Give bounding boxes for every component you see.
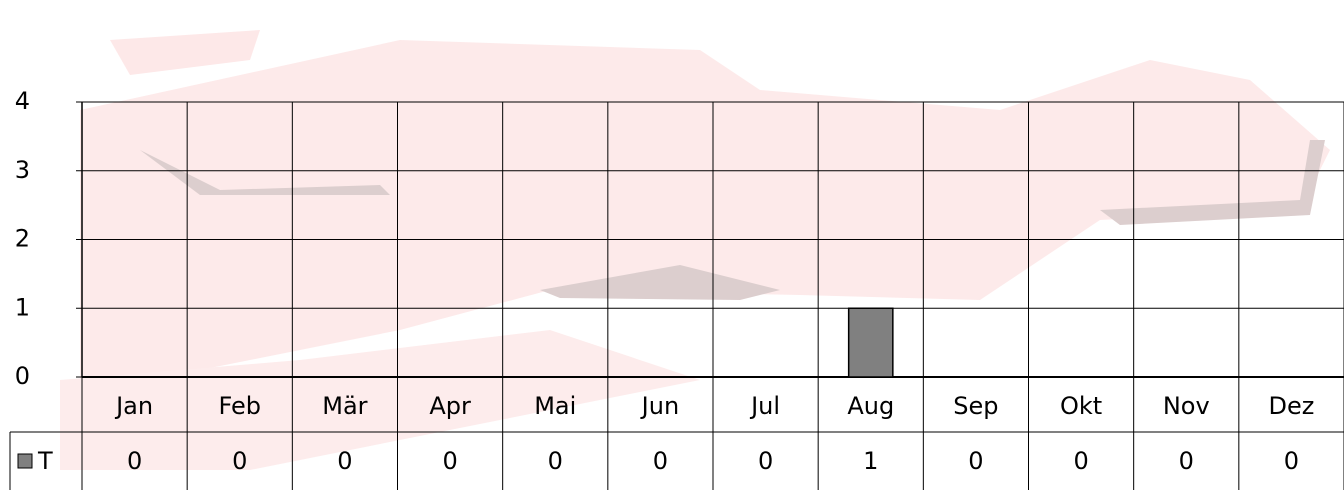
table-value: 0 xyxy=(232,447,247,475)
bar xyxy=(847,307,894,378)
y-tick-label: 0 xyxy=(15,362,30,390)
table-value: 1 xyxy=(863,447,878,475)
x-tick-label: Sep xyxy=(953,392,998,420)
y-tick-label: 4 xyxy=(15,87,30,115)
background-map xyxy=(60,30,1330,470)
legend-swatch xyxy=(17,453,33,469)
table-value: 0 xyxy=(1179,447,1194,475)
x-tick-label: Jan xyxy=(114,392,153,420)
y-tick-label: 2 xyxy=(15,225,30,253)
table-value: 0 xyxy=(1284,447,1299,475)
x-tick-label: Jul xyxy=(749,392,780,420)
table-value: 0 xyxy=(758,447,773,475)
x-tick-label: Mai xyxy=(534,392,576,420)
table-value: 0 xyxy=(442,447,457,475)
x-tick-label: Aug xyxy=(847,392,894,420)
legend-label: T xyxy=(37,447,53,475)
x-tick-label: Feb xyxy=(219,392,262,420)
table-value: 0 xyxy=(1073,447,1088,475)
table-value: 0 xyxy=(127,447,142,475)
table-value: 0 xyxy=(337,447,352,475)
x-tick-label: Apr xyxy=(429,392,471,420)
x-tick-label: Nov xyxy=(1163,392,1210,420)
y-tick-label: 3 xyxy=(15,156,30,184)
table-value: 0 xyxy=(653,447,668,475)
x-tick-label: Jun xyxy=(640,392,680,420)
x-tick-label: Dez xyxy=(1268,392,1314,420)
table-value: 0 xyxy=(968,447,983,475)
x-tick-label: Mär xyxy=(322,392,367,420)
table-value: 0 xyxy=(548,447,563,475)
y-tick-label: 1 xyxy=(15,293,30,321)
x-tick-label: Okt xyxy=(1060,392,1102,420)
